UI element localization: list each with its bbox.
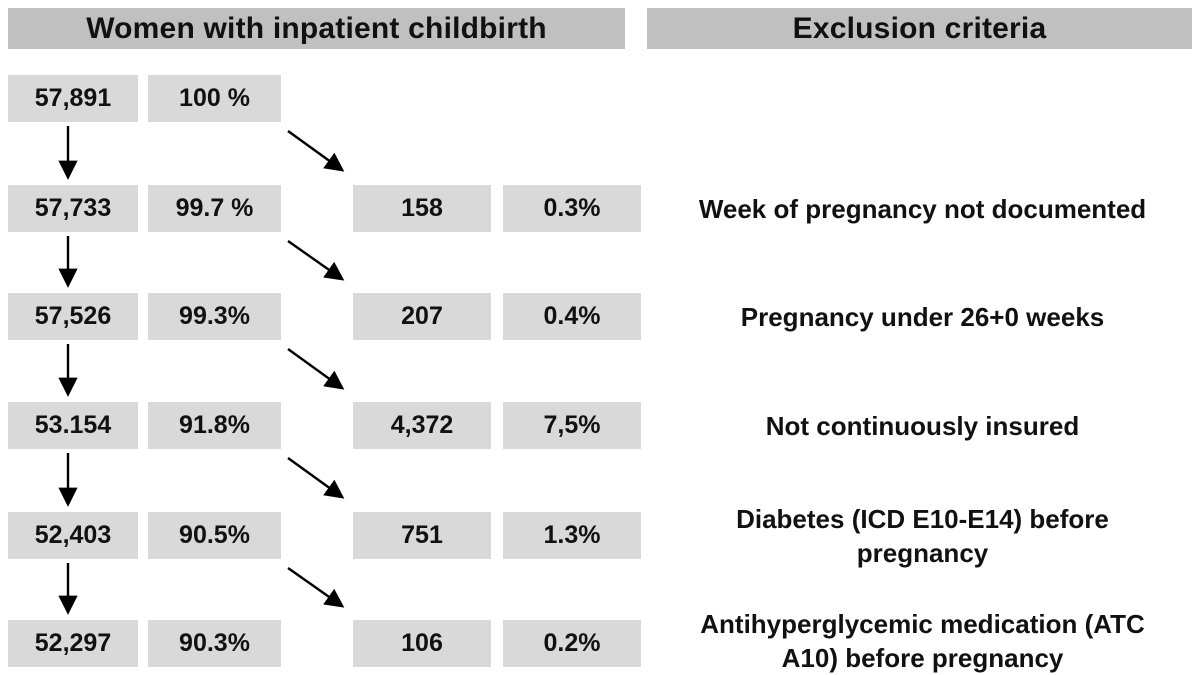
exclusion-percent-box: 0.4% (503, 293, 641, 340)
flow-percent-box: 99.7 % (148, 185, 281, 232)
exclusion-percent-box: 0.3% (503, 185, 641, 232)
diagonal-arrow (287, 130, 345, 172)
flow-count-box: 57,733 (8, 185, 138, 232)
flow-percent-box: 91.8% (148, 402, 281, 449)
criterion-label: Pregnancy under 26+0 weeks (740, 302, 1105, 332)
exclusion-count-box: 751 (353, 512, 491, 559)
flow-percent-box: 90.5% (148, 512, 281, 559)
flow-count-box: 57,526 (8, 293, 138, 340)
column-header-population: Women with inpatient childbirth (8, 8, 625, 49)
criterion-label: Antihyperglycemic medication (ATC A10) b… (700, 609, 1145, 673)
exclusion-count-box: 207 (353, 293, 491, 340)
diagonal-arrow (287, 240, 345, 281)
column-header-exclusion: Exclusion criteria (647, 8, 1192, 49)
exclusion-count-box: 106 (353, 620, 491, 667)
diagonal-arrow (287, 567, 345, 608)
flow-percent-box: 99.3% (148, 293, 281, 340)
diagonal-arrow (287, 348, 345, 390)
flow-count-box: 53.154 (8, 402, 138, 449)
flow-count-box: 52,297 (8, 620, 138, 667)
flow-count-box: 52,403 (8, 512, 138, 559)
diagonal-arrow (287, 457, 345, 499)
criterion-label: Week of pregnancy not documented (698, 194, 1147, 224)
exclusion-percent-box: 0.2% (503, 620, 641, 667)
flow-percent-box: 100 % (148, 75, 281, 122)
exclusion-percent-box: 1.3% (503, 512, 641, 559)
criterion-label: Diabetes (ICD E10-E14) before pregnancy (736, 504, 1109, 568)
criterion-label: Not continuously insured (765, 411, 1080, 441)
flow-count-box: 57,891 (8, 75, 138, 122)
exclusion-count-box: 158 (353, 185, 491, 232)
exclusion-percent-box: 7,5% (503, 402, 641, 449)
exclusion-count-box: 4,372 (353, 402, 491, 449)
flow-percent-box: 90.3% (148, 620, 281, 667)
